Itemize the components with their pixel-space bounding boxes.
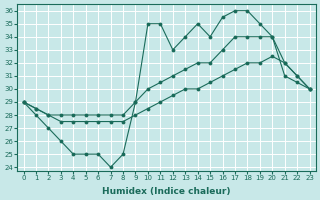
X-axis label: Humidex (Indice chaleur): Humidex (Indice chaleur) [102,187,231,196]
